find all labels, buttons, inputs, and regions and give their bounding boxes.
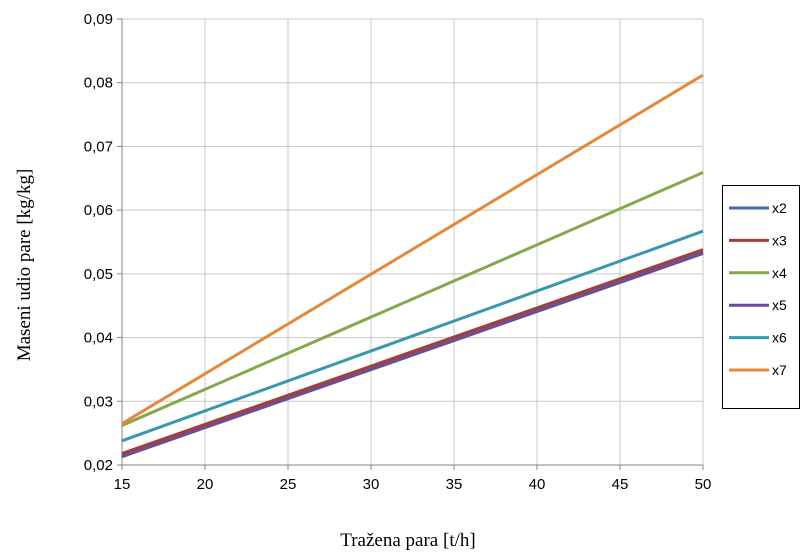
legend-label-x3: x3	[772, 232, 787, 248]
legend-label-x7: x7	[772, 362, 787, 378]
y-axis-title: Maseni udio pare [kg/kg]	[14, 169, 35, 362]
x-tick-label: 35	[446, 476, 463, 493]
series-line-x4	[121, 171, 704, 427]
series-line-x5	[121, 252, 704, 459]
legend: x2 x3 x4 x5 x6 x7	[722, 185, 800, 409]
y-tick-label: 0,03	[84, 393, 113, 410]
legend-label-x6: x6	[772, 330, 787, 346]
y-tick-label: 0,02	[84, 457, 113, 474]
x-tick-label: 25	[280, 476, 297, 493]
y-tick-label: 0,06	[84, 202, 113, 219]
x-tick-label: 15	[114, 476, 131, 493]
x-tick-label: 20	[197, 476, 214, 493]
x-tick-label: 50	[695, 476, 712, 493]
legend-box	[722, 185, 800, 409]
x-tick-label: 45	[612, 476, 629, 493]
y-tick-label: 0,09	[84, 11, 113, 28]
grid	[121, 18, 704, 466]
legend-label-x5: x5	[772, 297, 787, 313]
series-line-x3	[121, 248, 704, 455]
x-tick-label: 30	[363, 476, 380, 493]
x-axis-title: Tražena para [t/h]	[340, 530, 475, 551]
x-tick-label: 40	[529, 476, 546, 493]
series-lines	[121, 73, 704, 459]
y-tick-label: 0,04	[84, 330, 113, 347]
legend-label-x2: x2	[772, 200, 787, 216]
series-line-x7	[121, 73, 704, 425]
series-line-x6	[121, 229, 704, 443]
y-tick-label: 0,07	[84, 138, 113, 155]
tick-labels: 0,02 0,03 0,04 0,05 0,06 0,07 0,08 0,09 15 20 25 30…	[84, 11, 712, 493]
legend-label-x4: x4	[772, 265, 787, 281]
y-tick-label: 0,05	[84, 266, 113, 283]
y-tick-label: 0,08	[84, 75, 113, 92]
axes	[117, 18, 704, 470]
